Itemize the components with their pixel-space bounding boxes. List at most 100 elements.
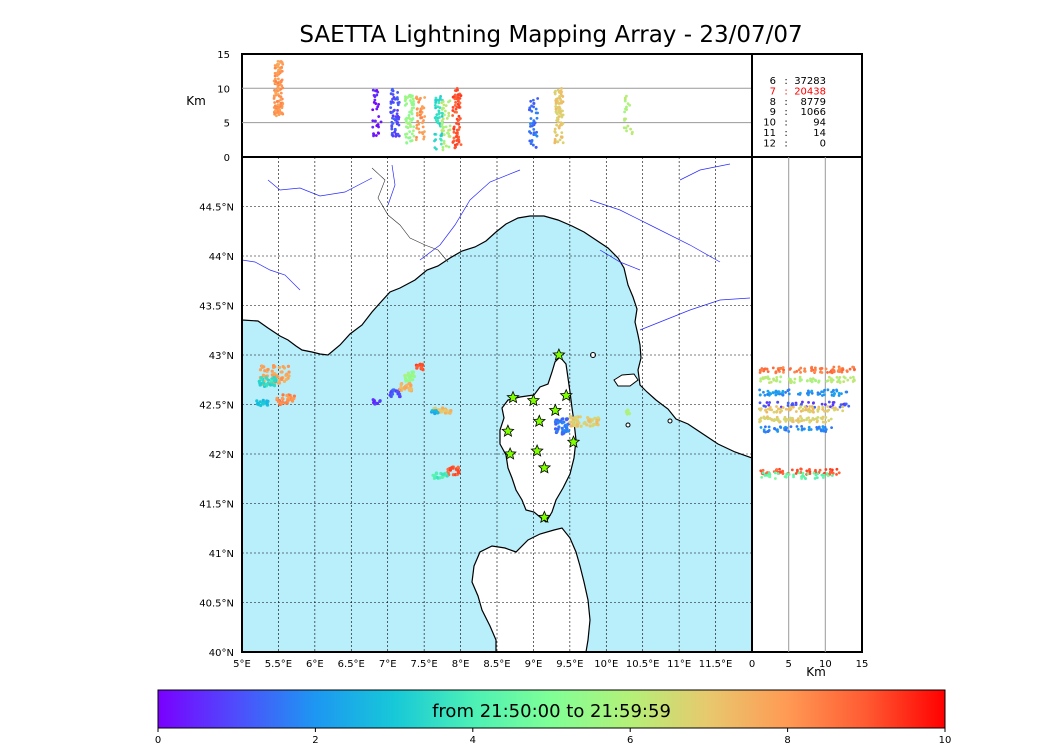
count-value: 0 [820,138,826,149]
altitude-point [273,97,276,100]
side-point [774,477,777,480]
side-point [775,390,778,393]
side-point [786,389,789,392]
count-stations: 6 [770,76,776,87]
side-point [831,407,834,410]
side-point [836,408,839,411]
altitude-point [416,120,419,123]
altitude-point [534,121,537,124]
altitude-point [281,61,284,64]
lightning-point [587,420,590,423]
altitude-point [558,91,561,94]
longitude-tick-label: 7°E [379,659,397,670]
altitude-point [452,96,455,99]
count-separator: : [784,118,787,129]
longitude-tick-label: 10.5°E [626,659,660,670]
altitude-point [373,101,376,104]
lightning-point [396,392,399,395]
side-point [821,403,824,406]
altitude-point [455,132,458,135]
altitude-point [625,95,628,98]
altitude-point [533,131,536,134]
side-point [835,390,838,393]
side-point [773,411,776,414]
altitude-point [455,135,458,138]
altitude-point [278,113,281,116]
altitude-point [281,106,284,109]
altitude-point [397,103,400,106]
side-point [846,379,849,382]
side-point [804,477,807,480]
side-point [767,370,770,373]
lightning-point [443,409,446,412]
side-point [766,368,769,371]
altitude-point [625,129,628,132]
side-point [832,401,835,404]
altitude-point [456,89,459,92]
side-point [790,425,793,428]
count-stations: 12 [763,138,776,149]
lightning-point [274,377,277,380]
lightning-point [568,421,571,424]
lightning-point [392,388,395,391]
altitude-point [392,114,395,117]
lightning-point [265,399,268,402]
side-point [782,369,785,372]
lightning-point [287,365,290,368]
altitude-point [396,109,399,112]
side-point [768,401,771,404]
altitude-point [409,99,412,102]
side-point [758,418,761,421]
colorbar-tick-label: 2 [312,735,318,746]
altitude-point [371,126,374,129]
count-stations: 8 [770,97,776,108]
side-point [810,378,813,381]
side-point [769,406,772,409]
lightning-point [259,383,262,386]
altitude-point [457,98,460,101]
altitude-point [277,103,280,106]
side-point [820,474,823,477]
side-point [802,472,805,475]
altitude-point [391,88,394,91]
altitude-point [561,95,564,98]
altitude-point [390,121,393,124]
side-point [759,401,762,404]
altitude-point [433,140,436,143]
altitude-point [555,134,558,137]
altitude-point [439,134,442,137]
lightning-point [404,379,407,382]
side-point [819,368,822,371]
altitude-point [417,101,420,104]
lightning-point [259,404,262,407]
altitude-point [535,146,538,149]
altitude-point [555,101,558,104]
lightning-point [436,411,439,414]
altitude-point [536,97,539,100]
side-point [775,370,778,373]
side-point [784,420,787,423]
altitude-point [274,67,277,70]
longitude-tick-label: 6.5°E [338,659,365,670]
side-point [841,371,844,374]
side-point [825,380,828,383]
longitude-tick-label: 9°E [525,659,543,670]
altitude-point [624,108,627,111]
lightning-point [557,425,560,428]
altitude-point [454,144,457,147]
lightning-point [593,417,596,420]
altitude-point [536,135,539,138]
altitude-point [375,134,378,137]
side-point [818,380,821,383]
side-point [766,375,769,378]
side-point [835,473,838,476]
side-point [837,369,840,372]
side-point [809,411,812,414]
side-point [779,375,782,378]
side-point [774,471,777,474]
side-point [776,428,779,431]
side-point [792,475,795,478]
lightning-point [281,397,284,400]
lightning-point [444,411,447,414]
side-point [853,368,856,371]
